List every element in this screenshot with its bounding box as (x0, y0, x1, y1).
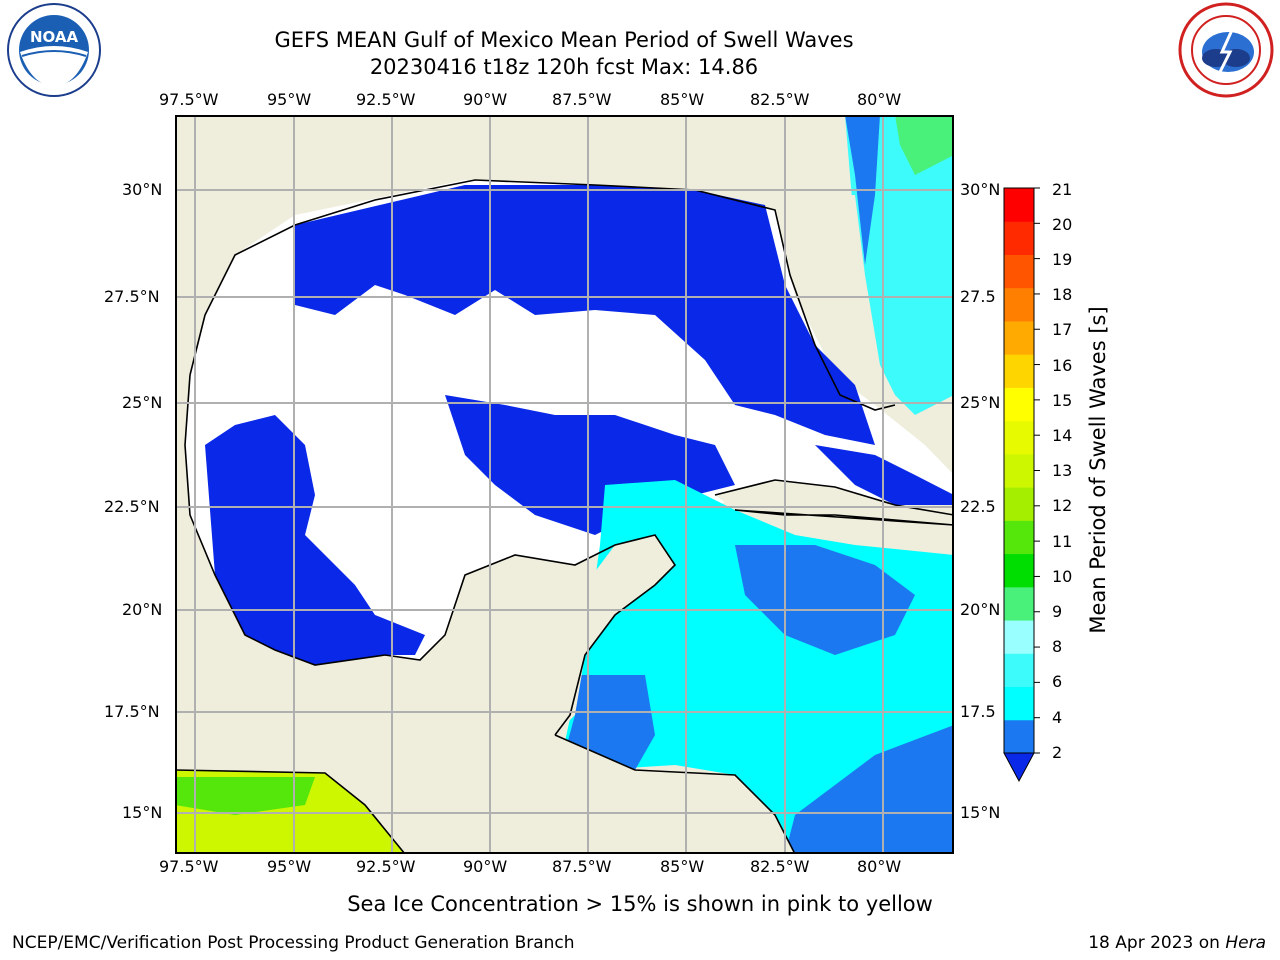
lon-label: 95°W (267, 857, 312, 876)
footer-date: 18 Apr 2023 on Hera (1088, 933, 1266, 953)
swell-gulf-north (295, 185, 875, 445)
colorbar-segment (1004, 520, 1034, 555)
coastline-west (184, 374, 677, 736)
colorbar-tick: 6 (1052, 672, 1063, 691)
footer-host: Hera (1225, 933, 1266, 953)
swell-pacific-green (175, 777, 315, 815)
colorbar-segment (1004, 354, 1034, 388)
colorbar-tick: 12 (1052, 496, 1073, 515)
map-frame (175, 115, 954, 854)
lon-label: 87.5°W (552, 90, 612, 109)
colorbar-tick: 13 (1052, 461, 1073, 480)
colorbar-segment (1004, 453, 1034, 488)
lat-label: 30°N (122, 180, 163, 199)
coastline-central-america (554, 734, 796, 854)
lat-label: 22.5°N (104, 497, 160, 516)
colorbar-tick: 17 (1052, 320, 1073, 339)
colorbar-label-text: Mean Period of Swell Waves [s] (1086, 306, 1110, 634)
swell-gulf-west (205, 415, 425, 665)
lat-label: 17.5°N (104, 702, 160, 721)
lon-label: 97.5°W (159, 857, 219, 876)
coastline-cuba (714, 479, 954, 526)
colorbar-segment (1004, 188, 1034, 222)
lon-label: 97.5°W (159, 90, 219, 109)
lon-label: 95°W (267, 90, 312, 109)
chart-title: GEFS MEAN Gulf of Mexico Mean Period of … (274, 28, 854, 52)
footer-date-text: 18 Apr 2023 on (1088, 933, 1226, 953)
colorbar-segment (1004, 320, 1034, 355)
colorbar-tick: 2 (1052, 743, 1063, 762)
colorbar-segment (1004, 420, 1034, 455)
lat-label: 15°N (960, 803, 1001, 822)
lon-label: 90°W (463, 90, 508, 109)
colorbar-tick: 4 (1052, 708, 1063, 727)
colorbar-tick: 16 (1052, 356, 1073, 375)
lat-label: 20°N (960, 600, 1001, 619)
swell-gulf-east (815, 445, 954, 505)
lon-label: 90°W (463, 857, 508, 876)
colorbar-tick: 14 (1052, 426, 1073, 445)
lon-label: 85°W (660, 857, 705, 876)
sea-ice-note: Sea Ice Concentration > 15% is shown in … (347, 892, 933, 916)
lon-label: 92.5°W (356, 90, 416, 109)
colorbar-segment (1004, 620, 1034, 654)
swell-caribbean-sw (560, 675, 655, 770)
noaa-logo-text: NOAA (30, 28, 79, 46)
colorbar-tick: 19 (1052, 250, 1073, 269)
colorbar-tick: 11 (1052, 532, 1073, 551)
lat-label: 22.5 (960, 497, 996, 516)
land-central-america (545, 735, 795, 854)
footer-credit: NCEP/EMC/Verification Post Processing Pr… (12, 933, 575, 953)
noaa-logo: NOAA (0, 0, 108, 100)
nws-logo (1172, 0, 1280, 100)
lat-label: 15°N (122, 803, 163, 822)
colorbar-segment (1004, 586, 1034, 621)
map-panel (175, 115, 954, 854)
colorbar (1000, 186, 1050, 786)
land-yucatan (555, 535, 675, 735)
chart-subtitle: 20230416 t18z 120h fcst Max: 14.86 (369, 55, 759, 79)
colorbar-segment (1004, 221, 1034, 255)
swell-atlantic-long (895, 115, 954, 175)
lat-label: 27.5 (960, 287, 996, 306)
colorbar-tick: 15 (1052, 391, 1073, 410)
lat-label: 27.5°N (104, 287, 160, 306)
colorbar-segment (1004, 387, 1034, 422)
swell-caribbean-blue (735, 545, 915, 655)
lon-label: 87.5°W (552, 857, 612, 876)
colorbar-tick: 20 (1052, 215, 1073, 234)
colorbar-tick: 8 (1052, 637, 1063, 656)
colorbar-tick: 10 (1052, 567, 1073, 586)
swell-caribbean-se (785, 725, 954, 854)
lon-label: 80°W (857, 857, 902, 876)
colorbar-tick: 21 (1052, 180, 1073, 199)
colorbar-segment (1004, 553, 1034, 588)
land-florida (775, 195, 895, 415)
lat-label: 25°N (122, 393, 163, 412)
lat-label: 30°N (960, 180, 1001, 199)
lon-label: 85°W (660, 90, 705, 109)
colorbar-segment (1004, 487, 1034, 521)
colorbar-tick: 9 (1052, 602, 1063, 621)
colorbar-segment (1004, 653, 1034, 688)
coastline-pacific (175, 769, 406, 854)
map-gridlines (175, 115, 954, 854)
lon-label: 92.5°W (356, 857, 416, 876)
lon-label: 82.5°W (750, 857, 810, 876)
lon-label: 82.5°W (750, 90, 810, 109)
coastline-gulf (189, 179, 896, 411)
colorbar-segment (1004, 287, 1034, 322)
lat-label: 20°N (122, 600, 163, 619)
lat-label: 17.5 (960, 702, 996, 721)
colorbar-extend-arrow (1003, 752, 1035, 783)
colorbar-segment (1004, 719, 1034, 754)
lon-label: 80°W (857, 90, 902, 109)
colorbar-tick: 18 (1052, 285, 1073, 304)
lat-label: 25°N (960, 393, 1001, 412)
colorbar-segment (1004, 254, 1034, 289)
colorbar-segment (1004, 686, 1034, 721)
